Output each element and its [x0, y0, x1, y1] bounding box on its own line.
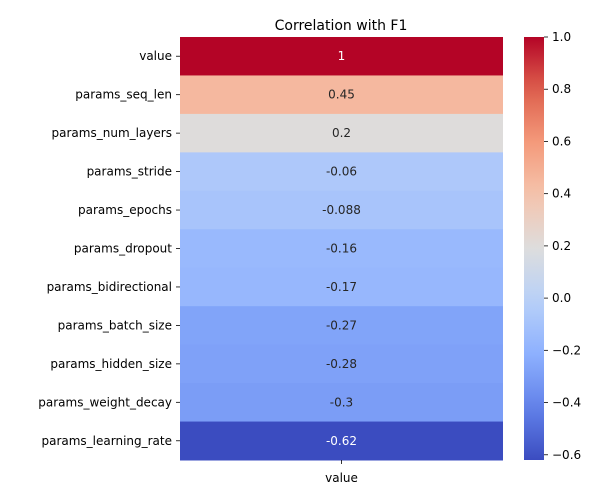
row-label: params_hidden_size: [50, 357, 172, 371]
heatmap-cell: [180, 383, 503, 423]
cell-value-label: -0.17: [326, 280, 357, 294]
heatmap-cell: [180, 267, 503, 307]
colorbar-tick-label: 0.2: [552, 239, 571, 253]
heatmap-cell: [180, 152, 503, 192]
heatmap-cells: 1 0.45 0.2 -0.06 -0.088 -0.16 -0.17 -0.27 -0.28 -…: [180, 37, 503, 461]
cell-value-label: -0.28: [326, 357, 357, 371]
colorbar-tick-label: 0.4: [552, 187, 571, 201]
row-label: params_learning_rate: [41, 434, 172, 448]
colorbar-tick-label: 0.0: [552, 291, 571, 305]
colorbar-tick-label: 1.0: [552, 30, 571, 44]
colorbar-tick-label: 0.8: [552, 82, 571, 96]
colorbar-tick-label: −0.6: [552, 448, 581, 462]
heatmap-cell: [180, 190, 503, 230]
colorbar-tick-label: −0.2: [552, 343, 581, 357]
heatmap-cell: [180, 113, 503, 153]
heatmap-cell: [180, 37, 503, 76]
row-label: value: [139, 49, 172, 63]
cell-value-label: 1: [338, 49, 346, 63]
heatmap-cell: [180, 306, 503, 346]
row-label: params_epochs: [78, 203, 172, 217]
cell-value-label: -0.62: [326, 434, 357, 448]
cell-value-label: -0.088: [322, 203, 361, 217]
cell-value-label: 0.45: [328, 88, 355, 102]
row-label: params_stride: [87, 165, 172, 179]
cell-value-label: 0.2: [332, 126, 351, 140]
heatmap-cell: [180, 344, 503, 384]
heatmap-cell: [180, 421, 503, 461]
colorbar: [524, 37, 544, 460]
row-label: params_weight_decay: [38, 395, 172, 409]
heatmap-cell: [180, 229, 503, 269]
row-labels: value params_seq_len params_num_layerspara…: [38, 49, 180, 448]
cell-value-label: -0.16: [326, 242, 357, 256]
colorbar-tick-label: −0.4: [552, 396, 581, 410]
row-label: params_dropout: [74, 242, 172, 256]
cell-value-label: -0.27: [326, 318, 357, 332]
row-label: params_seq_len: [75, 88, 172, 102]
colorbar-ticks: 1.0 0.8 0.6 0.4 0.2 0.0 −0.2 −0.4 −0.6: [544, 30, 581, 462]
chart-title: Correlation with F1: [275, 18, 408, 34]
cell-value-label: -0.3: [330, 395, 353, 409]
heatmap-cell: [180, 75, 503, 115]
cell-value-label: -0.06: [326, 165, 357, 179]
row-label: params_bidirectional: [47, 280, 172, 294]
row-label: params_num_layers: [52, 126, 172, 140]
column-labels: value: [325, 460, 358, 485]
row-label: params_batch_size: [58, 318, 172, 332]
colorbar-tick-label: 0.6: [552, 134, 571, 148]
column-label: value: [325, 471, 358, 485]
